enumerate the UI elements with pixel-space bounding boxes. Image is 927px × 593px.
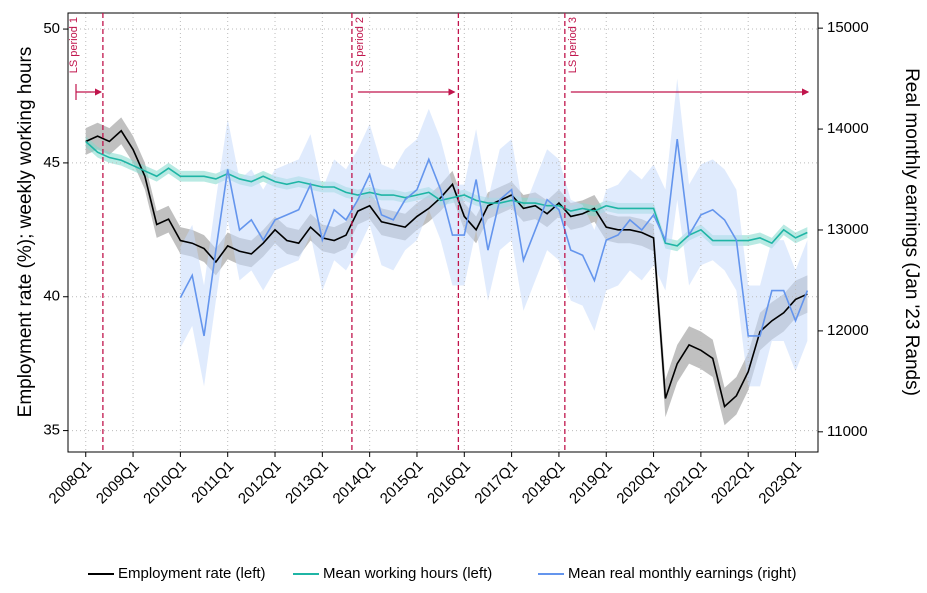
lines (85, 129, 809, 408)
x-tick-label: 2012Q1 (235, 458, 285, 508)
x-tick-label: 2015Q1 (377, 458, 427, 508)
y-tick-label: 35 (43, 422, 60, 439)
x-tick-label: 2021Q1 (661, 458, 711, 508)
confidence-band (180, 78, 808, 387)
legend-label: Employment rate (left) (118, 565, 266, 582)
x-tick-label: 2009Q1 (93, 458, 143, 508)
y2-tick-label: 15000 (827, 19, 869, 36)
legend-label: Mean working hours (left) (323, 565, 492, 582)
y2-axis-label: Real monthly earnings (Jan '23 Rands) (901, 68, 922, 396)
period-label: LS period 3 (567, 17, 579, 73)
period-label: LS period 1 (68, 17, 80, 73)
plot-frame (67, 12, 819, 453)
legend-label: Mean real monthly earnings (right) (568, 565, 796, 582)
bands (85, 78, 808, 426)
period-label: LS period 2 (354, 17, 366, 73)
series-line (85, 129, 808, 408)
x-tick-label: 2018Q1 (519, 458, 569, 508)
y2-tick-label: 11000 (827, 423, 868, 440)
x-tick-label: 2019Q1 (566, 458, 616, 508)
y-tick-label: 45 (43, 154, 60, 171)
grid (68, 13, 818, 452)
x-tick-label: 2020Q1 (613, 458, 663, 508)
legend-item: Mean working hours (left) (293, 565, 492, 582)
legend-item: Employment rate (left) (88, 565, 266, 582)
series-line (85, 140, 808, 247)
x-tick-label: 2017Q1 (471, 458, 521, 508)
x-tick-label: 2016Q1 (424, 458, 474, 508)
legend-item: Mean real monthly earnings (right) (538, 565, 796, 582)
x-tick-label: 2023Q1 (755, 458, 805, 508)
x-tick-label: 2010Q1 (140, 458, 190, 508)
y-axis-label: Employment rate (%); weekly working hour… (15, 47, 36, 418)
y2-tick-label: 12000 (827, 322, 869, 339)
x-tick-label: 2022Q1 (708, 458, 758, 508)
x-tick-label: 2013Q1 (282, 458, 332, 508)
series-line (179, 139, 809, 337)
y2-tick-label: 14000 (827, 120, 869, 137)
y2-tick-label: 13000 (827, 221, 869, 238)
x-tick-label: 2011Q1 (188, 458, 237, 507)
y-tick-label: 40 (43, 288, 60, 305)
x-tick-label: 2008Q1 (46, 458, 96, 508)
x-tick-label: 2014Q1 (330, 458, 380, 508)
y-tick-label: 50 (43, 20, 60, 37)
